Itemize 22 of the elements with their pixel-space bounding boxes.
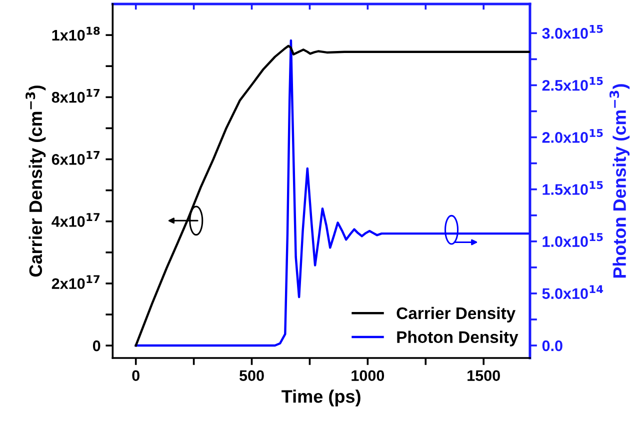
y2-tick-label: 0.0 [542,340,562,352]
y-tick-label: 2x10$^{17}$ [52,275,100,290]
x-tick-label: 0 [132,370,140,382]
y-tick-label: 1x10$^{18}$ [52,26,100,41]
y2-axis-title: Photon Density (cm$^{−3}$) [610,84,630,278]
y2-tick-label: 2.0x10$^{15}$ [542,129,603,143]
legend-label: Photon Density [397,330,518,346]
y2-tick-label: 1.5x10$^{15}$ [542,181,603,195]
y-axis-title: Carrier Density (cm$^{−3}$) [26,86,46,277]
y2-tick-label: 3.0x10$^{15}$ [542,24,603,39]
y-tick-label: 6x10$^{17}$ [52,151,100,165]
x-tick-label: 500 [239,370,264,382]
y2-tick-label: 2.5x10$^{15}$ [542,77,603,91]
x-axis-title: Time (ps) [282,390,360,406]
y-tick-label: 0 [92,340,100,352]
y2-tick-label: 1.0x10$^{15}$ [542,233,603,247]
legend-label: Carrier Density [396,306,516,322]
y-tick-label: 8x10$^{17}$ [52,88,100,103]
y-tick-label: 4x10$^{17}$ [52,213,100,227]
x-tick-label: 1000 [352,370,384,382]
x-tick-label: 1500 [468,370,500,382]
y2-tick-label: 5.0x10$^{14}$ [542,285,604,300]
